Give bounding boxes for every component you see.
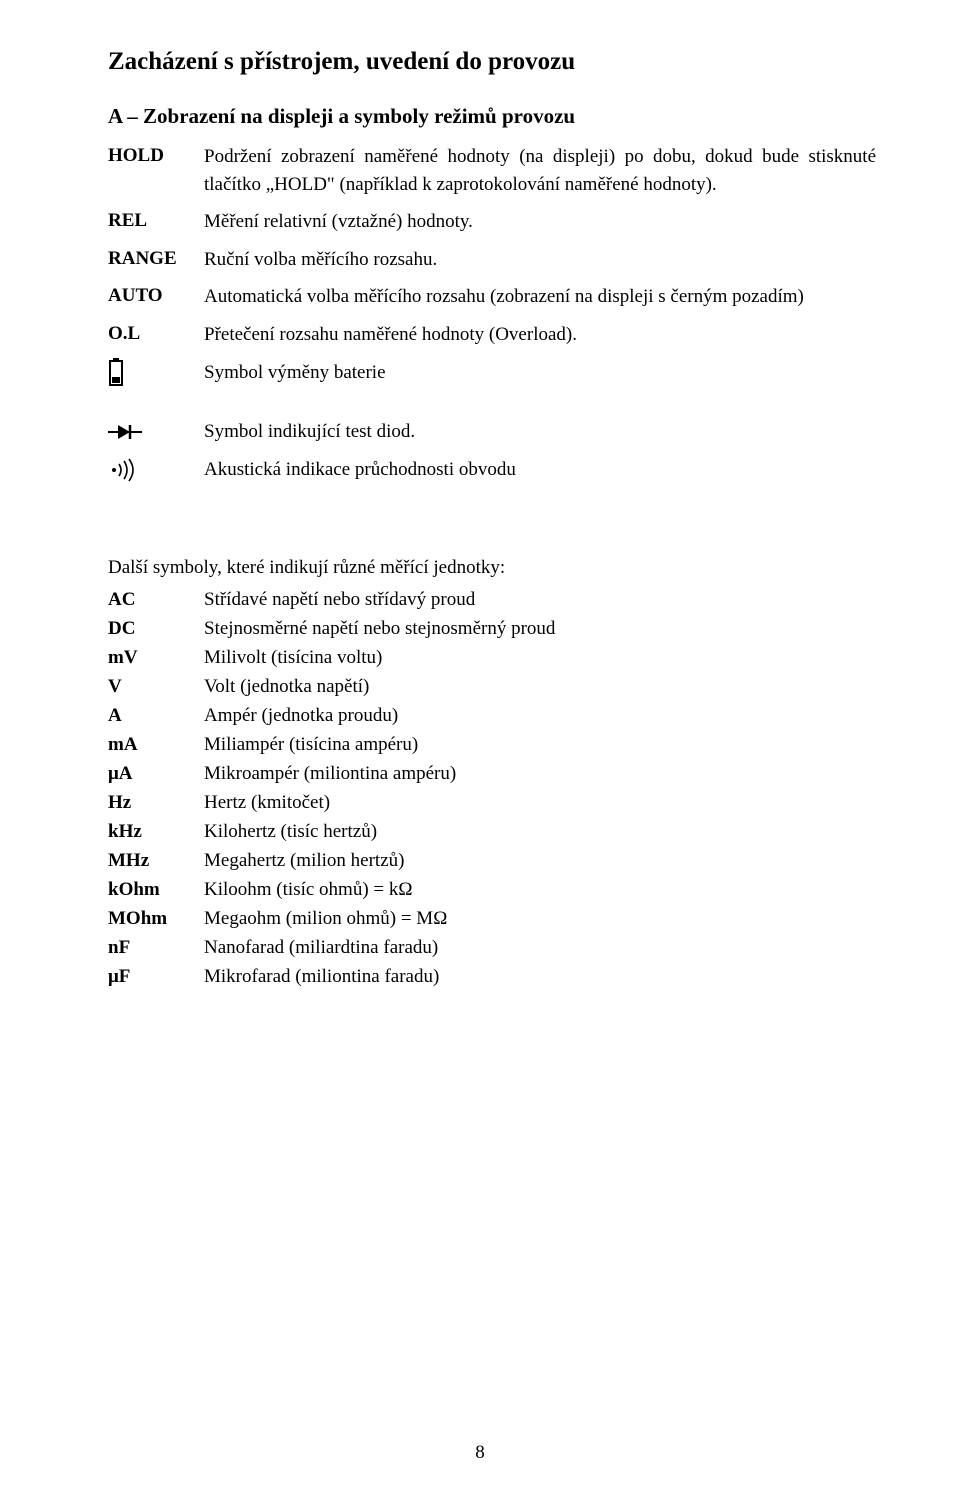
- unit-term: kOhm: [108, 879, 204, 901]
- unit-row: mA Miliampér (tisícina ampéru): [108, 734, 876, 756]
- unit-row: V Volt (jednotka napětí): [108, 676, 876, 698]
- definition-term: AUTO: [108, 283, 204, 307]
- unit-desc: Kilohertz (tisíc hertzů): [204, 821, 876, 843]
- unit-row: kOhm Kiloohm (tisíc ohmů) = kΩ: [108, 879, 876, 901]
- unit-desc: Stejnosměrné napětí nebo stejnosměrný pr…: [204, 618, 876, 640]
- unit-desc: Mikrofarad (miliontina faradu): [204, 966, 876, 988]
- unit-row: μF Mikrofarad (miliontina faradu): [108, 966, 876, 988]
- unit-term: nF: [108, 937, 204, 959]
- unit-row: AC Střídavé napětí nebo střídavý proud: [108, 589, 876, 611]
- section-subheading: A – Zobrazení na displeji a symboly reži…: [108, 104, 876, 129]
- definition-term: O.L: [108, 321, 204, 345]
- unit-row: μA Mikroampér (miliontina ampéru): [108, 763, 876, 785]
- diode-icon: [108, 423, 142, 441]
- unit-term: μA: [108, 763, 204, 785]
- unit-desc: Ampér (jednotka proudu): [204, 705, 876, 727]
- definition-desc: Přetečení rozsahu naměřené hodnoty (Over…: [204, 321, 876, 349]
- unit-row: mV Milivolt (tisícina voltu): [108, 647, 876, 669]
- definition-desc: Podržení zobrazení naměřené hodnoty (na …: [204, 143, 876, 198]
- document-page: Zacházení s přístrojem, uvedení do provo…: [0, 0, 960, 1492]
- icon-row-battery: Symbol výměny baterie: [108, 358, 876, 386]
- unit-row: MOhm Megaohm (milion ohmů) = MΩ: [108, 908, 876, 930]
- unit-term: AC: [108, 589, 204, 611]
- unit-term: mV: [108, 647, 204, 669]
- unit-row: MHz Megahertz (milion hertzů): [108, 850, 876, 872]
- unit-desc: Mikroampér (miliontina ampéru): [204, 763, 876, 785]
- icon-row-continuity: Akustická indikace průchodnosti obvodu: [108, 456, 876, 484]
- unit-term: mA: [108, 734, 204, 756]
- definition-desc: Měření relativní (vztažné) hodnoty.: [204, 208, 876, 236]
- unit-desc: Střídavé napětí nebo střídavý proud: [204, 589, 876, 611]
- definition-row: O.L Přetečení rozsahu naměřené hodnoty (…: [108, 321, 876, 349]
- unit-desc: Hertz (kmitočet): [204, 792, 876, 814]
- definition-term: REL: [108, 208, 204, 232]
- unit-row: A Ampér (jednotka proudu): [108, 705, 876, 727]
- definition-term: HOLD: [108, 143, 204, 167]
- unit-term: MOhm: [108, 908, 204, 930]
- unit-desc: Megahertz (milion hertzů): [204, 850, 876, 872]
- continuity-icon: [108, 458, 138, 482]
- definition-row: HOLD Podržení zobrazení naměřené hodnoty…: [108, 143, 876, 198]
- definition-term: RANGE: [108, 246, 204, 270]
- unit-row: nF Nanofarad (miliardtina faradu): [108, 937, 876, 959]
- icon-desc: Akustická indikace průchodnosti obvodu: [204, 456, 876, 484]
- unit-term: MHz: [108, 850, 204, 872]
- definition-desc: Automatická volba měřícího rozsahu (zobr…: [204, 283, 876, 311]
- unit-row: DC Stejnosměrné napětí nebo stejnosměrný…: [108, 618, 876, 640]
- unit-desc: Miliampér (tisícina ampéru): [204, 734, 876, 756]
- definition-row: AUTO Automatická volba měřícího rozsahu …: [108, 283, 876, 311]
- page-number: 8: [0, 1442, 960, 1464]
- unit-row: Hz Hertz (kmitočet): [108, 792, 876, 814]
- definition-desc: Ruční volba měřícího rozsahu.: [204, 246, 876, 274]
- unit-term: A: [108, 705, 204, 727]
- unit-desc: Milivolt (tisícina voltu): [204, 647, 876, 669]
- icon-row-diode: Symbol indikující test diod.: [108, 418, 876, 446]
- icon-desc: Symbol indikující test diod.: [204, 418, 876, 446]
- unit-term: kHz: [108, 821, 204, 843]
- unit-term: μF: [108, 966, 204, 988]
- unit-term: Hz: [108, 792, 204, 814]
- unit-row: kHz Kilohertz (tisíc hertzů): [108, 821, 876, 843]
- icon-desc: Symbol výměny baterie: [204, 359, 876, 387]
- page-title: Zacházení s přístrojem, uvedení do provo…: [108, 48, 876, 76]
- unit-term: DC: [108, 618, 204, 640]
- unit-desc: Nanofarad (miliardtina faradu): [204, 937, 876, 959]
- units-intro: Další symboly, které indikují různé měří…: [108, 557, 876, 579]
- unit-desc: Megaohm (milion ohmů) = MΩ: [204, 908, 876, 930]
- unit-term: V: [108, 676, 204, 698]
- definition-row: RANGE Ruční volba měřícího rozsahu.: [108, 246, 876, 274]
- unit-desc: Kiloohm (tisíc ohmů) = kΩ: [204, 879, 876, 901]
- definition-row: REL Měření relativní (vztažné) hodnoty.: [108, 208, 876, 236]
- battery-icon: [108, 358, 124, 386]
- unit-desc: Volt (jednotka napětí): [204, 676, 876, 698]
